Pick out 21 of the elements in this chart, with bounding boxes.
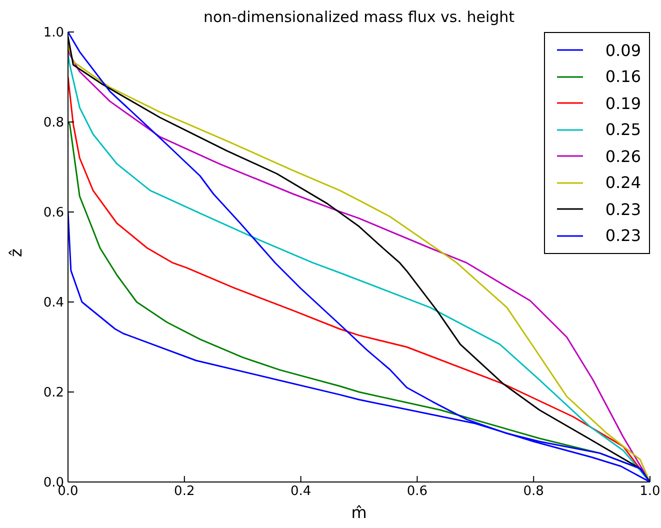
legend-label: 0.09 [605, 40, 641, 60]
x-axis-title: m̂ [351, 503, 367, 522]
legend-label: 0.26 [605, 146, 641, 166]
legend-label: 0.19 [605, 94, 641, 113]
legend-label: 0.23 [605, 226, 641, 246]
legend-label: 0.23 [605, 200, 641, 219]
legend-label: 0.16 [605, 67, 641, 86]
y-tick-label: 0.4 [43, 296, 64, 311]
y-tick-label: 0.2 [43, 386, 64, 401]
x-tick-label: 1.0 [640, 484, 660, 500]
y-axis-title: ẑ [6, 248, 26, 257]
y-tick-label: 0.8 [43, 116, 64, 131]
legend-label: 0.25 [605, 120, 641, 140]
y-tick-label: 0.6 [43, 206, 64, 221]
legend-label: 0.24 [605, 173, 641, 192]
y-tick-label: 1.0 [43, 26, 64, 41]
x-tick-label: 0.2 [174, 484, 195, 500]
x-tick-label: 0.6 [406, 484, 428, 500]
x-tick-label: 0.8 [523, 484, 544, 500]
x-tick-label: 0.4 [290, 484, 312, 500]
chart-title: non-dimensionalized mass flux vs. height [202, 8, 516, 26]
